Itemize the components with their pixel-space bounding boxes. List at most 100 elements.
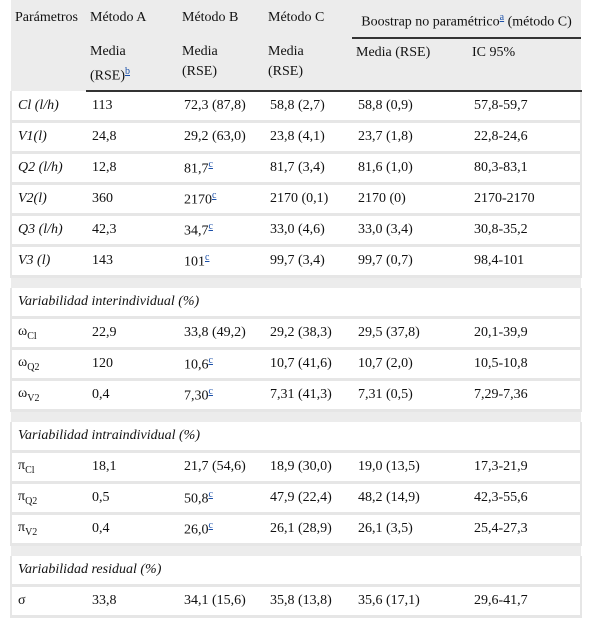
cell-text: Media (RSE)	[268, 43, 304, 79]
value-cell: 120	[86, 348, 178, 382]
value-cell: 24,8	[86, 121, 178, 155]
superscript: c	[209, 355, 213, 366]
section-title-cell: Variabilidad interindividual (%)	[9, 288, 583, 320]
param-label: V3 (l)	[18, 253, 51, 269]
value-cell: 7,31 (41,3)	[264, 379, 352, 413]
value-cell: 29,2 (38,3)	[264, 317, 352, 351]
param-cell: V1(l)	[10, 121, 86, 155]
param-label: π	[18, 458, 26, 474]
footnote-link[interactable]: c	[208, 354, 213, 366]
cell-text: 7,29-7,36	[474, 387, 528, 403]
cell-text: 30,8-35,2	[474, 222, 528, 238]
section-title: Variabilidad intraindividual (%)	[18, 428, 200, 444]
cell-text: 7,31 (0,5)	[358, 387, 413, 403]
cell-text: 101	[184, 254, 205, 270]
cell-text: 23,8 (4,1)	[270, 129, 325, 145]
param-cell: V2(l)	[10, 183, 86, 217]
value-cell: 58,8 (2,7)	[264, 91, 352, 124]
param-cell: Cl (l/h)	[10, 91, 86, 124]
table-head: Parámetros Método A Método B Método C Bo…	[11, 0, 582, 93]
value-cell: 10,5-10,8	[468, 348, 583, 382]
param-label: π	[18, 489, 26, 505]
value-cell: 10,7 (41,6)	[264, 348, 352, 382]
footnote-link[interactable]: c	[208, 519, 213, 531]
header-cell: Método B	[178, 0, 264, 38]
value-cell: 21,7 (54,6)	[178, 451, 264, 485]
cell-text: 29,6-41,7	[474, 593, 528, 609]
cell-text: 2170	[184, 192, 212, 208]
cell-text: 19,0 (13,5)	[358, 459, 420, 475]
data-row: Q2 (l/h) 12,8 81,7c 81,7 (3,4) 81,6 (1,0) 80,…	[10, 152, 583, 186]
cell-text: 2170 (0)	[358, 191, 406, 207]
cell-text: 35,8 (13,8)	[270, 593, 332, 609]
cell-text: 25,4-27,3	[474, 521, 528, 537]
footnote-link[interactable]: c	[208, 488, 213, 500]
cell-text: 21,7 (54,6)	[184, 459, 246, 475]
param-cell: σ	[10, 585, 86, 619]
param-subscript: V2	[27, 393, 40, 405]
data-row: πV2 0,4 26,0c 26,1 (28,9) 26,1 (3,5) 25,4-27,…	[10, 513, 583, 547]
section-title-row: Variabilidad residual (%)	[9, 556, 583, 588]
cell-text: IC 95%	[472, 44, 516, 60]
value-cell: 35,6 (17,1)	[352, 585, 468, 619]
value-cell: 72,3 (87,8)	[178, 91, 264, 124]
footnote-link[interactable]: c	[205, 251, 210, 263]
header-text: Método C	[268, 10, 325, 25]
subheader-cell: Media (RSE)	[264, 37, 352, 93]
cell-text: 18,1	[92, 459, 117, 475]
param-label: ω	[18, 355, 28, 371]
value-cell: 81,6 (1,0)	[352, 152, 468, 186]
cell-text: 72,3 (87,8)	[184, 98, 246, 114]
cell-text: 17,3-21,9	[474, 459, 528, 475]
cell-text: 42,3-55,6	[474, 490, 528, 506]
cell-text: 58,8 (2,7)	[270, 98, 325, 114]
value-cell: 22,9	[86, 317, 178, 351]
footnote-link[interactable]: c	[212, 189, 217, 201]
value-cell: 29,5 (37,8)	[352, 317, 468, 351]
value-cell: 33,0 (4,6)	[264, 214, 352, 248]
cell-text: 10,6	[184, 357, 209, 373]
param-label: ω	[18, 324, 28, 340]
value-cell: 10,7 (2,0)	[352, 348, 468, 382]
cell-text: 23,7 (1,8)	[358, 129, 413, 145]
data-row: πCl 18,1 21,7 (54,6) 18,9 (30,0) 19,0 (13,5)…	[10, 451, 583, 485]
section-title: Variabilidad residual (%)	[18, 562, 162, 578]
value-cell: 29,2 (63,0)	[178, 121, 264, 155]
footnote-link[interactable]: b	[125, 65, 130, 77]
value-cell: 7,31 (0,5)	[352, 379, 468, 413]
param-subscript: V2	[25, 527, 38, 539]
value-cell: 26,1 (3,5)	[352, 513, 468, 547]
superscript: c	[209, 221, 213, 232]
param-label: Q2 (l/h)	[18, 160, 63, 176]
cell-text: 99,7 (0,7)	[358, 253, 413, 269]
footnote-link[interactable]: a	[499, 12, 505, 23]
value-cell: 81,7 (3,4)	[264, 152, 352, 186]
value-cell: 2170c	[178, 183, 264, 217]
data-row: V2(l) 360 2170c 2170 (0,1) 2170 (0) 2170-2170	[10, 183, 583, 217]
superscript: c	[209, 489, 213, 500]
header-text: (método C)	[504, 14, 572, 30]
superscript: c	[205, 252, 209, 263]
value-cell: 33,0 (3,4)	[352, 214, 468, 248]
cell-text: 35,6 (17,1)	[358, 593, 420, 609]
cell-wrap: Media (RSE)b	[90, 42, 140, 87]
footnote-link[interactable]: c	[208, 158, 213, 170]
cell-text: 81,7 (3,4)	[270, 160, 325, 176]
data-row: σ 33,8 34,1 (15,6) 35,8 (13,8) 35,6 (17,1) 29…	[10, 585, 583, 619]
section-title: Variabilidad interindividual (%)	[18, 294, 200, 310]
footnote-link[interactable]: c	[208, 220, 213, 232]
value-cell: 26,0c	[178, 513, 264, 547]
data-row: ωCl 22,9 33,8 (49,2) 29,2 (38,3) 29,5 (37,8)…	[10, 317, 583, 351]
cell-text: 33,8 (49,2)	[184, 325, 246, 341]
value-cell: 81,7c	[178, 152, 264, 186]
header-cell: Parámetros	[11, 0, 86, 92]
value-cell: 0,4	[86, 379, 178, 413]
spacer	[11, 276, 582, 289]
param-cell: ωCl	[10, 317, 86, 351]
cell-text: 10,5-10,8	[474, 356, 528, 372]
param-subscript: Q2	[27, 362, 40, 374]
cell-text: 12,8	[92, 160, 117, 176]
value-cell: 23,8 (4,1)	[264, 121, 352, 155]
value-cell: 23,7 (1,8)	[352, 121, 468, 155]
footnote-link[interactable]: c	[208, 385, 213, 397]
